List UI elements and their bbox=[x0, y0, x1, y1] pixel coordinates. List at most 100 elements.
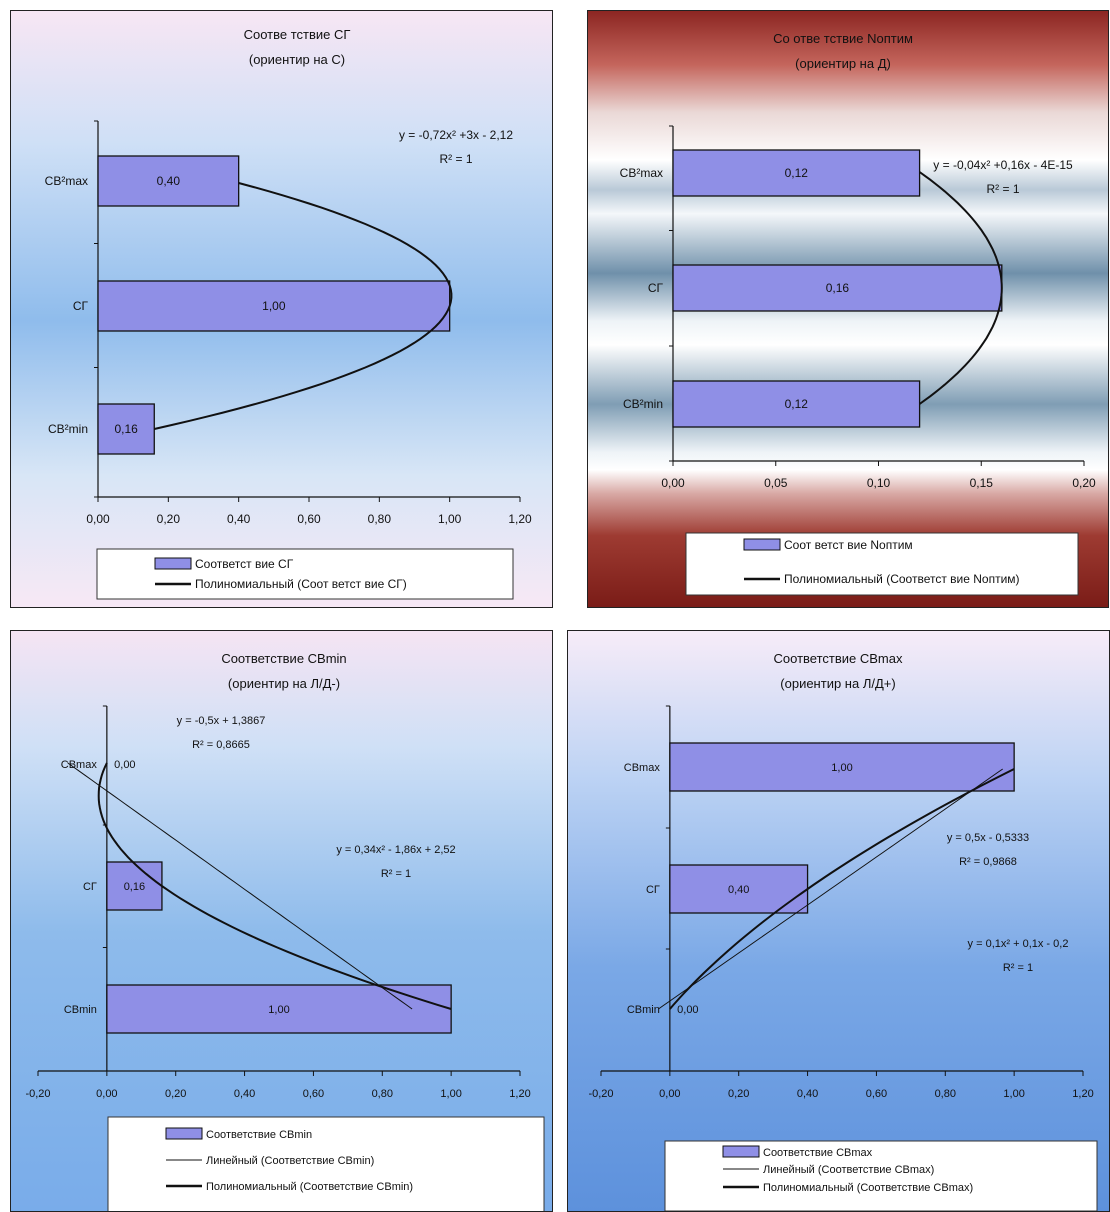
value-axis-tick-label: -0,20 bbox=[25, 1088, 50, 1100]
value-axis-tick-label: 0,20 bbox=[728, 1088, 749, 1100]
value-axis-tick-label: 1,20 bbox=[509, 1088, 530, 1100]
category-label: СГ bbox=[83, 881, 97, 893]
trendline bbox=[658, 768, 1003, 1010]
value-axis-tick-label: 0,80 bbox=[372, 1088, 393, 1100]
value-axis-tick-label: 0,20 bbox=[157, 512, 181, 526]
value-axis-tick-label: 0,00 bbox=[86, 512, 110, 526]
bar bbox=[106, 984, 452, 1034]
trendline bbox=[97, 762, 452, 1010]
chart-svmax-svg: Соответствие СВmax (ориентир на Л/Д+) -0,2… bbox=[588, 651, 1098, 1211]
trendline bbox=[669, 768, 1015, 1010]
bar bbox=[97, 403, 155, 455]
trendline-equation: y = 0,34x² - 1,86x + 2,52 bbox=[336, 844, 455, 856]
legend-bar-swatch bbox=[154, 557, 192, 570]
value-axis-tick-label: 0,40 bbox=[234, 1088, 255, 1100]
chart-title: Со отве тствие Nоптим bbox=[773, 31, 913, 46]
legend-trendline-label: Полиномиальный (Соответствие СВmin) bbox=[206, 1181, 413, 1193]
value-axis-tick-label: 0,40 bbox=[797, 1088, 818, 1100]
chart-subtitle: (ориентир на Д) bbox=[795, 56, 891, 71]
bar-data-label: 0,40 bbox=[728, 884, 749, 896]
trendline-r2: R² = 0,9868 bbox=[959, 856, 1017, 868]
value-axis-tick-label: 1,20 bbox=[1072, 1088, 1093, 1100]
bar bbox=[672, 149, 921, 197]
chart-panel-svmax: Соответствие СВmax (ориентир на Л/Д+) -0,2… bbox=[567, 630, 1110, 1212]
chart-title: Соответствие СВmax bbox=[774, 651, 903, 666]
legend-trendline-label: Линейный (Соответствие СВmin) bbox=[206, 1155, 374, 1167]
value-axis-tick-label: 1,00 bbox=[438, 512, 462, 526]
value-axis-tick-label: 0,00 bbox=[96, 1088, 117, 1100]
value-axis-tick-label: 0,10 bbox=[867, 476, 891, 490]
chart-panel-sg: Соотве тствие СГ (ориентир на С) 0,00 0,20 0… bbox=[10, 10, 553, 608]
category-label: СГ bbox=[648, 281, 664, 295]
bar bbox=[97, 155, 240, 207]
legend-trendline-label: Линейный (Соответствие СВmax) bbox=[763, 1164, 934, 1176]
chart-title: Соответствие СВmin bbox=[221, 651, 346, 666]
value-axis-tick-label: 1,00 bbox=[1003, 1088, 1024, 1100]
value-axis-tick-label: 0,60 bbox=[866, 1088, 887, 1100]
legend-bar-swatch bbox=[722, 1145, 760, 1158]
chart-subtitle: (ориентир на С) bbox=[249, 52, 345, 67]
trendline-equation: y = -0,04x² +0,16x - 4E-15 bbox=[933, 158, 1073, 172]
legend-box bbox=[96, 548, 514, 600]
value-axis-tick-label: 0,80 bbox=[368, 512, 392, 526]
legend-series-label: Соответствие СВmax bbox=[763, 1147, 873, 1159]
bar bbox=[669, 742, 1015, 792]
bar bbox=[97, 280, 451, 332]
trendline-r2: R² = 1 bbox=[439, 152, 472, 166]
value-axis-tick-label: 0,80 bbox=[935, 1088, 956, 1100]
category-label: СВmax bbox=[624, 762, 661, 774]
chart-noptim-svg: Со отве тствие Nоптим (ориентир на Д) 0,00… bbox=[620, 31, 1096, 596]
category-label: СВmax bbox=[61, 759, 98, 771]
legend-trendline-label: Полиномиальный (Соот ветст вие СГ) bbox=[195, 577, 407, 591]
category-label: СВ²min bbox=[623, 397, 663, 411]
legend-trendline-label: Полиномиальный (Соответст вие Nоптим) bbox=[784, 572, 1020, 586]
category-label: СВmin bbox=[627, 1004, 660, 1016]
trendline-equation: y = 0,5x - 0,5333 bbox=[947, 832, 1029, 844]
bar-data-label: 0,12 bbox=[785, 397, 809, 411]
legend-series-label: Соответст вие СГ bbox=[195, 557, 294, 571]
category-label: СГ bbox=[646, 884, 660, 896]
trendline bbox=[67, 762, 413, 1010]
bar bbox=[106, 861, 163, 911]
value-axis-tick-label: 0,20 bbox=[165, 1088, 186, 1100]
chart-title: Соотве тствие СГ bbox=[244, 27, 351, 42]
value-axis-tick-label: 0,60 bbox=[297, 512, 321, 526]
value-axis-tick-label: 0,00 bbox=[661, 476, 685, 490]
chart-panel-svmin: Соответствие СВmin (ориентир на Л/Д-) -0,2… bbox=[10, 630, 553, 1212]
bar-data-label: 0,00 bbox=[114, 759, 135, 771]
chart-panel-noptim: Со отве тствие Nоптим (ориентир на Д) 0,00… bbox=[587, 10, 1109, 608]
trendline bbox=[154, 182, 453, 430]
value-axis-tick-label: 1,20 bbox=[508, 512, 532, 526]
chart-subtitle: (ориентир на Л/Д+) bbox=[780, 676, 895, 691]
trendline-equation: y = 0,1x² + 0,1x - 0,2 bbox=[968, 938, 1069, 950]
trendline-equation: y = -0,5x + 1,3867 bbox=[177, 715, 266, 727]
value-axis-tick-label: 0,20 bbox=[1072, 476, 1096, 490]
bar-data-label: 0,00 bbox=[677, 1004, 698, 1016]
value-axis-tick-label: 0,05 bbox=[764, 476, 788, 490]
legend-bar-swatch bbox=[743, 538, 781, 551]
bar-data-label: 0,40 bbox=[157, 174, 181, 188]
bar bbox=[672, 380, 921, 428]
bar-data-label: 0,16 bbox=[826, 281, 850, 295]
category-label: СВ²max bbox=[620, 166, 663, 180]
legend-trendline-label: Полиномиальный (Соответствие СВmax) bbox=[763, 1182, 973, 1194]
trendline-r2: R² = 0,8665 bbox=[192, 739, 250, 751]
legend-series-label: Соответствие СВmin bbox=[206, 1129, 312, 1141]
bar-data-label: 1,00 bbox=[831, 762, 852, 774]
trendline bbox=[919, 171, 1003, 405]
value-axis-tick-label: 0,00 bbox=[659, 1088, 680, 1100]
legend-bar-swatch bbox=[165, 1127, 203, 1140]
trendline-r2: R² = 1 bbox=[381, 868, 411, 880]
bar-data-label: 1,00 bbox=[262, 299, 286, 313]
bar-data-label: 1,00 bbox=[268, 1004, 289, 1016]
value-axis-tick-label: 1,00 bbox=[440, 1088, 461, 1100]
chart-svmin-svg: Соответствие СВmin (ориентир на Л/Д-) -0,2… bbox=[25, 651, 545, 1211]
trendline-equation: y = -0,72x² +3x - 2,12 bbox=[399, 128, 513, 142]
chart-sg-svg: Соотве тствие СГ (ориентир на С) 0,00 0,20 0… bbox=[45, 27, 532, 600]
bar-data-label: 0,12 bbox=[785, 166, 809, 180]
value-axis-tick-label: 0,40 bbox=[227, 512, 251, 526]
category-label: СВ²min bbox=[48, 422, 88, 436]
category-label: СВ²max bbox=[45, 174, 88, 188]
category-label: СГ bbox=[73, 299, 89, 313]
legend-series-label: Соот ветст вие Nоптим bbox=[784, 538, 913, 552]
